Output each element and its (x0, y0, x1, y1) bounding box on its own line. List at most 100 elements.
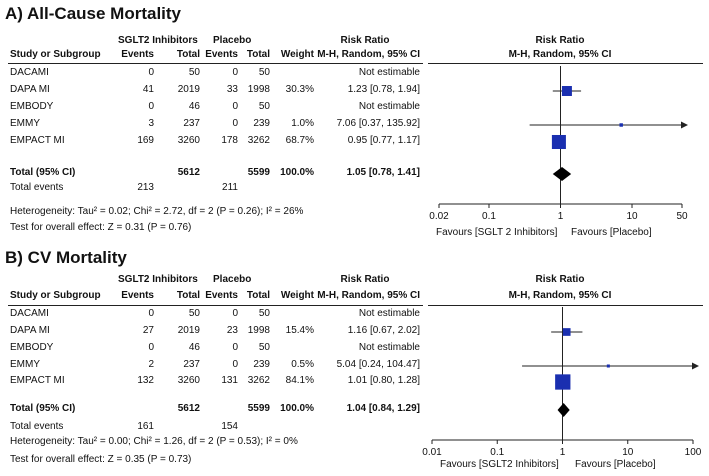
header-divider-left (8, 63, 423, 64)
forest-plot-area: 0.02 0.1 1 10 50 (429, 66, 688, 222)
total-total1: 5612 (177, 403, 200, 414)
forest-plot-area: 0.01 0.1 1 10 100 (422, 307, 702, 458)
total-ci: 1.04 [0.84, 1.29] (346, 403, 420, 414)
point-estimate-square (562, 328, 571, 336)
total2-column-header: Total (246, 290, 270, 301)
rr-plot-method-header: M-H, Random, 95% CI (508, 290, 612, 301)
total-weight: 100.0% (280, 167, 314, 178)
study-name: EMMY (10, 118, 40, 129)
study-column-header: Study or Subgroup (10, 290, 101, 301)
study-weight: 30.3% (285, 84, 314, 95)
study-column-header: Study or Subgroup (10, 49, 101, 60)
point-estimate-square (619, 123, 623, 127)
study-name: DAPA MI (10, 325, 50, 336)
study-events1: 3 (148, 118, 154, 129)
study-total2: 3262 (247, 135, 270, 146)
overall-effect-text: Test for overall effect: Z = 0.35 (P = 0… (10, 454, 192, 465)
study-weight: 1.0% (291, 118, 314, 129)
events1-column-header: Events (121, 49, 154, 60)
total-events1: 213 (137, 182, 154, 193)
total-weight: 100.0% (280, 403, 314, 414)
x-tick-label: 1 (560, 447, 566, 458)
total-events2: 154 (221, 421, 238, 432)
rr-title-header: Risk Ratio (340, 274, 390, 285)
rr-plot-title-header: Risk Ratio (535, 274, 585, 285)
study-total1: 3260 (177, 375, 200, 386)
study-ci: 1.01 [0.80, 1.28] (347, 375, 420, 386)
favours-left-label: Favours [SGLT 2 Inhibitors] (436, 227, 558, 238)
chart-title: A) All-Cause Mortality (5, 4, 182, 23)
study-total2: 3262 (247, 375, 270, 386)
study-total2: 239 (253, 359, 270, 370)
total-total1: 5612 (177, 167, 200, 178)
study-ci: Not estimable (358, 308, 420, 319)
heterogeneity-text: Heterogeneity: Tau² = 0.02; Chi² = 2.72,… (10, 206, 304, 217)
study-total2: 50 (258, 101, 270, 112)
group1-header: SGLT2 Inhibitors (118, 274, 198, 285)
study-total1: 50 (188, 67, 200, 78)
study-total1: 237 (183, 359, 200, 370)
study-total1: 2019 (177, 84, 200, 95)
study-name: EMBODY (10, 101, 54, 112)
events2-column-header: Events (205, 49, 238, 60)
study-ci: 0.95 [0.77, 1.17] (347, 135, 420, 146)
total-events2: 211 (222, 182, 238, 193)
favours-left-label: Favours [SGLT2 Inhibitors] (440, 459, 559, 470)
study-events1: 0 (148, 342, 154, 353)
rr-plot-method-header: M-H, Random, 95% CI (508, 49, 612, 60)
study-events2: 0 (232, 359, 238, 370)
study-events2: 0 (232, 308, 238, 319)
ci-overflow-arrow (692, 362, 699, 370)
rr-method-header: M-H, Random, 95% CI (317, 49, 420, 60)
favours-right-label: Favours [Placebo] (571, 227, 652, 238)
study-events2: 178 (221, 135, 238, 146)
rr-method-header: M-H, Random, 95% CI (317, 290, 420, 301)
study-total1: 46 (188, 342, 200, 353)
total1-column-header: Total (176, 49, 200, 60)
x-tick-label: 1 (558, 211, 564, 222)
study-total1: 237 (183, 118, 200, 129)
study-name: EMPACT MI (10, 375, 65, 386)
total-total2: 5599 (247, 403, 270, 414)
study-total2: 239 (253, 118, 270, 129)
group2-header: Placebo (213, 35, 252, 46)
x-tick-label: 100 (685, 447, 702, 458)
x-tick-label: 10 (626, 211, 638, 222)
total-ci: 1.05 [0.78, 1.41] (346, 167, 420, 178)
study-events1: 41 (142, 84, 154, 95)
study-name: EMMY (10, 359, 40, 370)
study-events2: 0 (232, 342, 238, 353)
study-ci: 7.06 [0.37, 135.92] (336, 118, 420, 129)
total2-column-header: Total (246, 49, 270, 60)
study-total2: 50 (258, 342, 270, 353)
study-events1: 2 (148, 359, 154, 370)
study-total1: 3260 (177, 135, 200, 146)
favours-right-label: Favours [Placebo] (575, 459, 656, 470)
total-label: Total (95% CI) (10, 167, 76, 178)
study-weight: 0.5% (291, 359, 314, 370)
point-estimate-square (606, 364, 610, 368)
study-events2: 131 (221, 375, 238, 386)
ci-overflow-arrow (681, 121, 688, 129)
study-name: EMPACT MI (10, 135, 65, 146)
study-events1: 0 (148, 101, 154, 112)
chart-title: B) CV Mortality (5, 248, 127, 267)
study-name: DACAMI (10, 67, 49, 78)
heterogeneity-text: Heterogeneity: Tau² = 0.00; Chi² = 1.26,… (10, 436, 298, 447)
study-ci: Not estimable (358, 342, 420, 353)
total-label: Total (95% CI) (10, 403, 76, 414)
study-events1: 0 (148, 67, 154, 78)
overall-effect-text: Test for overall effect: Z = 0.31 (P = 0… (10, 222, 192, 233)
total-events1: 161 (137, 421, 154, 432)
study-ci: Not estimable (358, 67, 420, 78)
study-total1: 50 (188, 308, 200, 319)
forest-plot-all-cause-mortality: A) All-Cause Mortality SGLT2 Inhibitors … (0, 4, 709, 240)
group1-header: SGLT2 Inhibitors (118, 35, 198, 46)
study-weight: 68.7% (285, 135, 314, 146)
study-events1: 0 (148, 308, 154, 319)
pooled-estimate-diamond (557, 403, 570, 417)
study-name: DACAMI (10, 308, 49, 319)
study-events1: 27 (142, 325, 154, 336)
x-tick-label: 0.1 (490, 447, 504, 458)
weight-column-header: Weight (280, 49, 314, 60)
